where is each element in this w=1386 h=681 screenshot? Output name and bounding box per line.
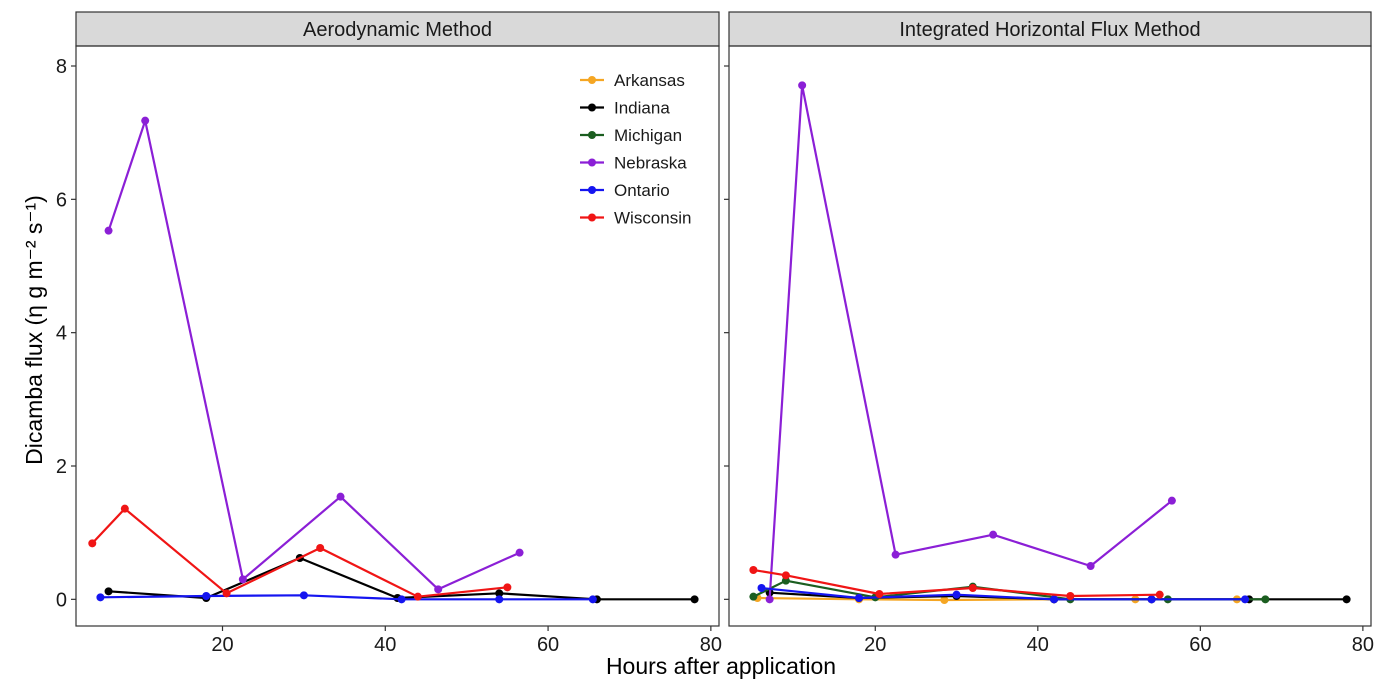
- data-point-wisconsin: [875, 590, 884, 598]
- data-point-ontario: [1147, 595, 1156, 604]
- data-point-nebraska: [515, 548, 524, 557]
- data-point-ontario: [202, 592, 211, 600]
- legend-item-arkansas: Arkansas: [580, 71, 685, 90]
- x-tick-label: 60: [537, 634, 559, 656]
- x-tick-label: 60: [1189, 634, 1211, 656]
- series-wisconsin: [88, 504, 512, 601]
- panels: Aerodynamic Method 20 40 60 80 0 2 4 6 8 Integrate…: [56, 11, 1374, 656]
- y-tick-label: 8: [56, 56, 67, 78]
- series-line-wisconsin: [91, 507, 508, 598]
- data-point-wisconsin: [1066, 592, 1075, 600]
- data-point-ontario: [96, 593, 105, 602]
- series-nebraska: [765, 81, 1176, 604]
- data-point-nebraska: [798, 81, 807, 90]
- panel-title: Integrated Horizontal Flux Method: [899, 19, 1200, 41]
- legend-key-point: [588, 158, 596, 167]
- data-point-wisconsin: [222, 589, 231, 598]
- series-ontario: [757, 584, 1250, 604]
- y-tick-label: 4: [56, 323, 67, 345]
- y-axis-title: Dicamba flux (η g m⁻² s⁻¹): [21, 195, 47, 465]
- legend-item-michigan: Michigan: [580, 126, 682, 145]
- data-point-nebraska: [1167, 496, 1176, 505]
- data-point-ontario: [855, 594, 864, 602]
- legend: Arkansas Indiana Michigan Nebraska Ontario Wi…: [580, 71, 691, 228]
- y-tick-label: 2: [56, 456, 67, 478]
- data-point-arkansas: [940, 596, 949, 604]
- data-point-indiana: [1342, 595, 1351, 604]
- panel-title: Aerodynamic Method: [303, 19, 492, 41]
- data-point-michigan: [749, 592, 758, 601]
- legend-label: Nebraska: [614, 154, 687, 173]
- panel-strip: [75, 11, 720, 47]
- series-line-nebraska: [107, 119, 521, 591]
- legend-label: Arkansas: [614, 71, 685, 90]
- legend-item-ontario: Ontario: [580, 181, 670, 200]
- x-tick-label: 80: [1352, 634, 1374, 656]
- legend-label: Michigan: [614, 126, 682, 145]
- x-tick-label: 20: [211, 634, 233, 656]
- plot-area: [728, 45, 1372, 627]
- legend-label: Ontario: [614, 181, 670, 200]
- x-tick-label: 40: [374, 634, 396, 656]
- data-point-nebraska: [336, 492, 345, 501]
- data-point-wisconsin: [749, 566, 758, 574]
- y-tick-label: 0: [56, 589, 67, 611]
- data-point-wisconsin: [120, 504, 129, 513]
- data-point-ontario: [588, 595, 597, 604]
- data-point-wisconsin: [1155, 590, 1164, 599]
- data-point-nebraska: [434, 585, 443, 594]
- legend-label: Wisconsin: [614, 209, 691, 228]
- data-point-nebraska: [141, 116, 150, 125]
- data-point-nebraska: [1086, 562, 1095, 570]
- plot-area: [75, 45, 720, 627]
- data-point-indiana: [690, 595, 699, 604]
- data-point-nebraska: [104, 226, 113, 235]
- legend-label: Indiana: [614, 99, 670, 118]
- x-tick-label: 20: [864, 634, 886, 656]
- data-point-nebraska: [238, 575, 247, 584]
- series-line-ontario: [100, 594, 593, 601]
- legend-key-point: [588, 213, 596, 222]
- x-tick-label: 80: [700, 634, 722, 656]
- data-point-ontario: [952, 590, 961, 599]
- data-point-wisconsin: [88, 539, 97, 548]
- data-point-wisconsin: [316, 544, 325, 552]
- y-tick-label: 6: [56, 189, 67, 211]
- legend-key-point: [588, 131, 596, 139]
- data-point-wisconsin: [968, 584, 977, 592]
- series-wisconsin: [749, 566, 1164, 600]
- panel-1: Aerodynamic Method 20 40 60 80 0 2 4 6 8: [56, 11, 722, 656]
- data-point-ontario: [757, 584, 766, 592]
- data-point-ontario: [299, 591, 308, 600]
- data-point-wisconsin: [503, 583, 512, 592]
- x-tick-label: 40: [1027, 634, 1049, 656]
- data-point-wisconsin: [413, 592, 422, 601]
- legend-item-indiana: Indiana: [580, 99, 670, 118]
- data-point-ontario: [495, 595, 504, 604]
- series-ontario: [96, 591, 597, 604]
- legend-key-point: [588, 76, 596, 84]
- data-point-indiana: [104, 587, 113, 596]
- legend-key-point: [588, 103, 596, 112]
- data-point-nebraska: [765, 595, 774, 604]
- data-point-nebraska: [989, 530, 998, 539]
- legend-item-wisconsin: Wisconsin: [580, 209, 691, 228]
- legend-item-nebraska: Nebraska: [580, 154, 687, 173]
- legend-key-point: [588, 186, 596, 194]
- series-nebraska: [104, 116, 524, 594]
- series-line-ontario: [761, 586, 1245, 601]
- series-line-indiana: [108, 556, 695, 601]
- data-point-indiana: [495, 589, 504, 598]
- series-line-wisconsin: [753, 568, 1160, 598]
- data-point-ontario: [1050, 595, 1059, 604]
- panel-2: Integrated Horizontal Flux Method 20 40 60 8…: [724, 11, 1374, 656]
- data-point-michigan: [1261, 595, 1270, 604]
- x-axis-title: Hours after application: [606, 653, 836, 679]
- data-point-ontario: [397, 595, 406, 604]
- series-line-nebraska: [768, 84, 1173, 600]
- data-point-wisconsin: [781, 571, 790, 580]
- data-point-nebraska: [891, 550, 900, 559]
- data-point-ontario: [1241, 595, 1250, 604]
